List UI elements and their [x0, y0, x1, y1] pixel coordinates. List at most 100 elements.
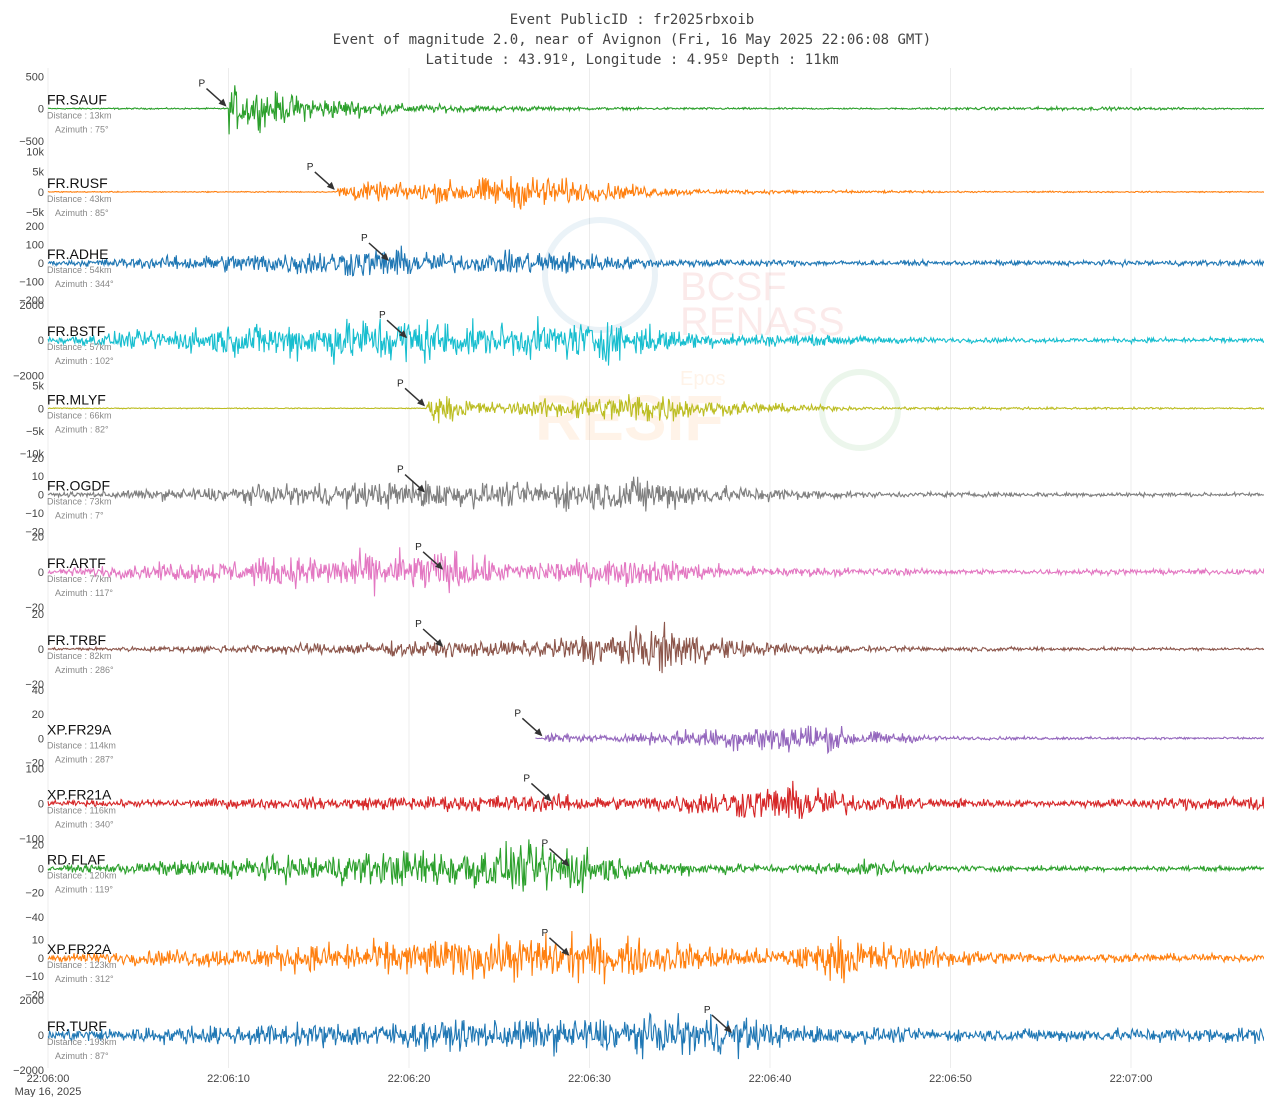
waveform	[47, 780, 1264, 819]
p-arrow-head	[417, 398, 426, 407]
y-tick-label: −20	[25, 990, 44, 1002]
traces: 500 0 −500 P FR.SAUF Distance : 13km Azimuth :…	[13, 71, 1264, 1077]
y-tick-label: −100	[19, 833, 44, 845]
station-azimuth: Azimuth : 340°	[55, 819, 114, 829]
chart-title-line1: Event PublicID : fr2025rbxoib	[509, 12, 755, 28]
y-tick-label: 0	[38, 490, 44, 502]
p-arrow-head	[326, 181, 335, 190]
bcsf-logo-icon	[542, 217, 658, 333]
trace-fr-artf: 20 0 −20 P FR.ARTF Distance : 77km Azimuth : 1…	[25, 532, 1264, 614]
y-tick-label: 2000	[20, 300, 44, 312]
p-arrow-head	[723, 1025, 732, 1033]
station-name: FR.ADHE	[47, 246, 108, 262]
y-tick-label: 0	[38, 798, 44, 810]
station-name: FR.ARTF	[47, 555, 106, 571]
x-tick-label: 22:07:00	[1110, 1073, 1153, 1085]
resif-logo-icon	[819, 369, 901, 451]
station-distance: Distance : 193km	[47, 1037, 117, 1047]
p-arrow-head	[561, 858, 570, 867]
station-distance: Distance : 82km	[47, 651, 112, 661]
grid-lines	[47, 68, 1132, 1068]
x-axis: 22:06:00 22:06:10 22:06:20 22:06:30 22:06:40…	[15, 1073, 1153, 1097]
y-tick-label: −20	[25, 679, 44, 691]
y-tick-label: 20	[32, 609, 44, 621]
p-arrow-head	[399, 330, 407, 339]
p-arrow-head	[534, 728, 543, 737]
p-arrow-head	[380, 253, 389, 261]
y-tick-label: −20	[25, 602, 44, 614]
p-label: P	[361, 233, 368, 244]
y-tick-label: 10	[32, 471, 44, 483]
station-azimuth: Azimuth : 82°	[55, 424, 109, 434]
y-tick-label: 0	[38, 335, 44, 347]
x-tick-label: 22:06:20	[388, 1073, 431, 1085]
y-tick-label: 10	[32, 934, 44, 946]
y-tick-label: 0	[38, 953, 44, 965]
x-tick-label: 22:06:10	[207, 1073, 250, 1085]
waveform	[47, 476, 1264, 512]
y-tick-label: 500	[26, 71, 44, 83]
p-label: P	[523, 773, 530, 784]
y-tick-label: 0	[38, 104, 44, 116]
p-label: P	[199, 79, 206, 90]
y-tick-label: 0	[38, 733, 44, 745]
watermark: BCSF RENASS Epos RESIF	[535, 217, 901, 454]
station-distance: Distance : 57km	[47, 342, 112, 352]
waveform	[47, 547, 1264, 597]
station-name: XP.FR21A	[47, 786, 112, 802]
y-tick-label: 20	[32, 453, 44, 465]
x-tick-label: 22:06:50	[929, 1073, 972, 1085]
p-label: P	[397, 465, 404, 476]
watermark-epos: Epos	[680, 368, 726, 390]
p-arrow-head	[435, 561, 444, 570]
y-tick-label: 2000	[20, 995, 44, 1007]
station-distance: Distance : 66km	[47, 410, 112, 420]
chart-title-line2: Event of magnitude 2.0, near of Avignon …	[332, 32, 932, 48]
station-distance: Distance : 43km	[47, 194, 112, 204]
station-azimuth: Azimuth : 312°	[55, 974, 114, 984]
trace-fr-mlyf: 5k 0 −5k −10k P FR.MLYF Distance : 66km Azimuth…	[20, 378, 1264, 461]
station-name: FR.MLYF	[47, 391, 106, 407]
station-name: FR.SAUF	[47, 92, 107, 108]
y-tick-label: −5k	[26, 207, 45, 219]
trace-fr-sauf: 500 0 −500 P FR.SAUF Distance : 13km Azimuth :…	[19, 71, 1264, 148]
station-distance: Distance : 13km	[47, 111, 112, 121]
trace-xp-fr21a: 100 0 −100 P XP.FR21A Distance : 116km Azimuth…	[19, 763, 1264, 845]
y-tick-label: 0	[38, 644, 44, 656]
trace-xp-fr22a: 10 0 −10 −20 P XP.FR22A Distance : 123km Azimut…	[25, 928, 1264, 1002]
p-label: P	[514, 708, 521, 719]
y-tick-label: 0	[38, 187, 44, 199]
y-tick-label: −5k	[26, 426, 45, 438]
station-name: FR.TURF	[47, 1018, 107, 1034]
p-label: P	[379, 310, 386, 321]
y-tick-label: −500	[19, 136, 44, 148]
station-azimuth: Azimuth : 119°	[55, 885, 113, 895]
y-tick-label: 0	[38, 403, 44, 415]
p-label: P	[541, 839, 548, 850]
y-tick-label: −20	[25, 888, 44, 900]
y-tick-label: 20	[32, 709, 44, 721]
watermark-bcsf: BCSF	[680, 265, 787, 309]
waveform	[47, 85, 1264, 135]
y-tick-label: 5k	[32, 167, 44, 179]
y-tick-label: 0	[38, 258, 44, 270]
p-label: P	[541, 928, 548, 939]
y-tick-label: −10k	[20, 449, 45, 461]
y-tick-label: 100	[26, 763, 44, 775]
trace-fr-rusf: 10k 5k 0 −5k P FR.RUSF Distance : 43km Azimuth …	[26, 146, 1264, 219]
station-distance: Distance : 123km	[47, 960, 117, 970]
waveform	[47, 175, 1264, 210]
station-azimuth: Azimuth : 117°	[55, 588, 113, 598]
waveform	[535, 725, 1264, 755]
y-tick-label: 20	[32, 839, 44, 851]
station-azimuth: Azimuth : 286°	[55, 665, 114, 675]
y-tick-label: 20	[32, 532, 44, 544]
waveform	[47, 621, 1264, 674]
p-arrow-head	[218, 98, 227, 107]
x-tick-label: 22:06:40	[749, 1073, 792, 1085]
station-distance: Distance : 116km	[47, 805, 116, 815]
trace-rd-flaf: 20 0 −20 −40 P RD.FLAF Distance : 120km Azimuth…	[25, 839, 1264, 924]
station-name: XP.FR29A	[47, 721, 112, 737]
y-tick-label: −2000	[13, 370, 44, 382]
